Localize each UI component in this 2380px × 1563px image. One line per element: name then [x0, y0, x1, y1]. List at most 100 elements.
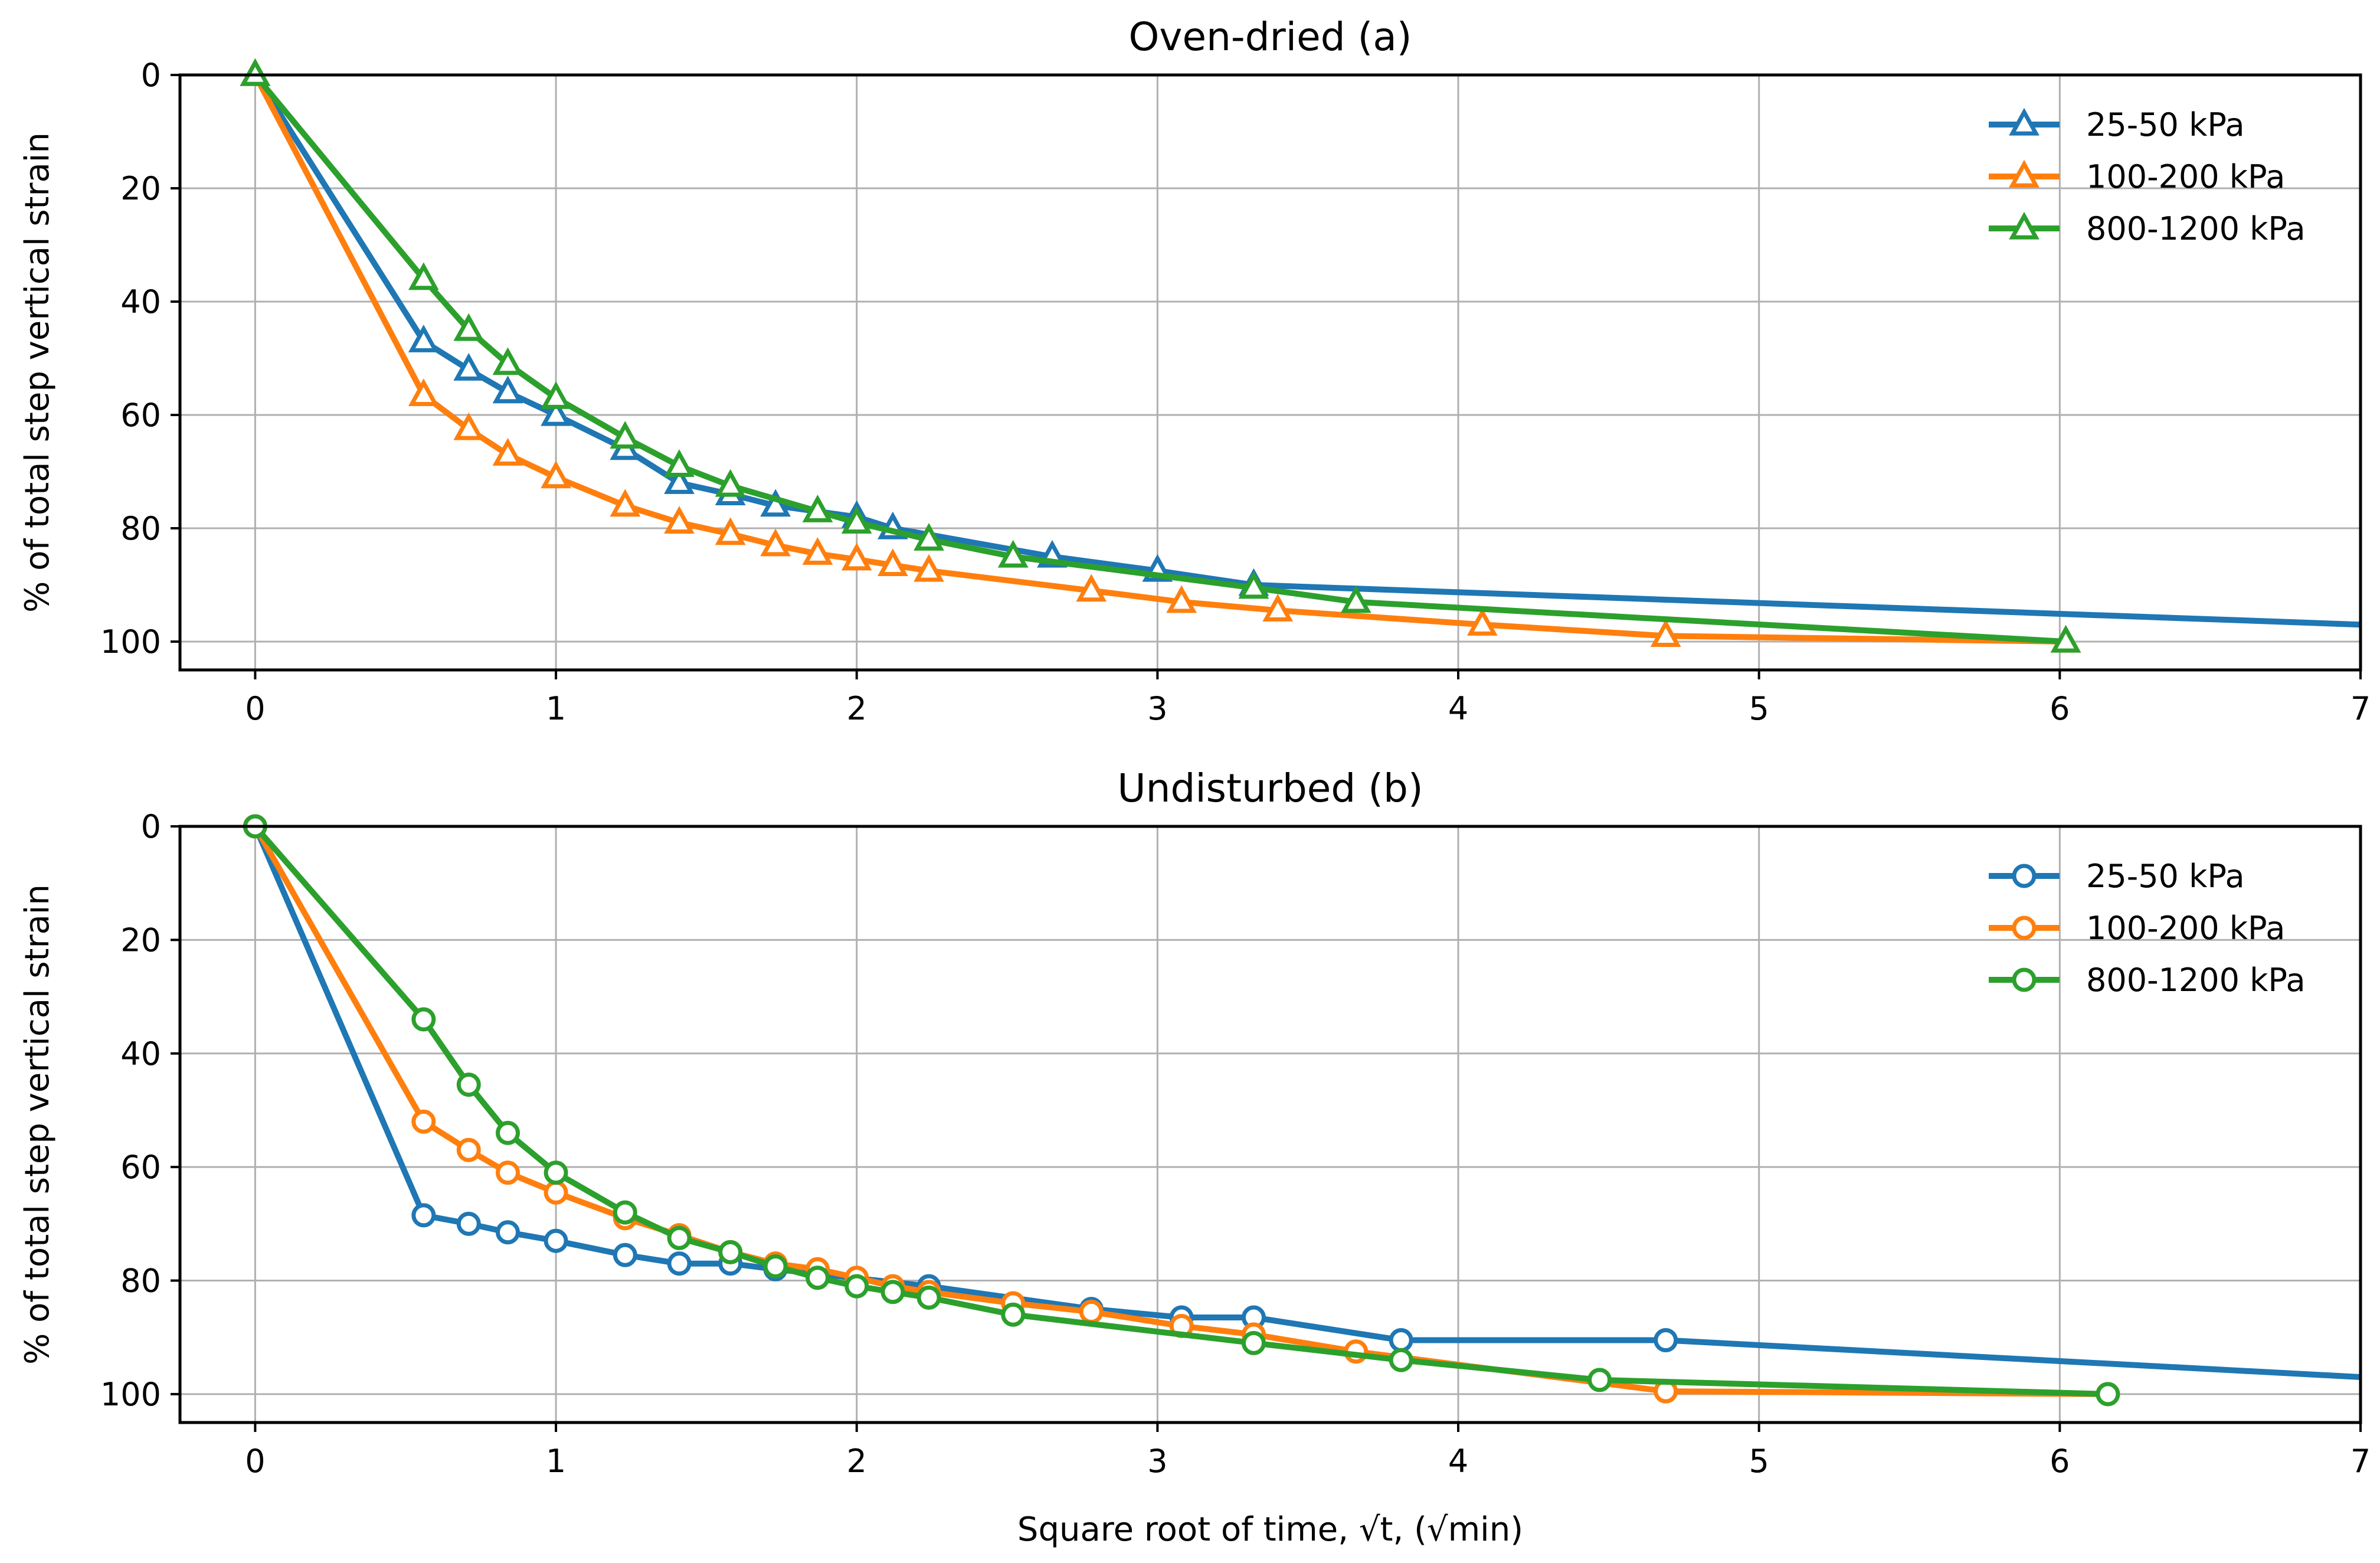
chart-2-series-3-point-12 — [880, 1280, 905, 1304]
chart-2-legend-label-2: 100-200 kPa — [2086, 910, 2285, 947]
chart-2-legend-marker-3 — [2012, 967, 2037, 992]
chart-1-series-1-point-7 — [664, 466, 695, 494]
chart-2-ylabel: % of total step vertical strain — [18, 884, 57, 1365]
chart-2-series-2-point-4 — [496, 1160, 520, 1185]
chart-1-series-2-point-14 — [1076, 574, 1107, 602]
chart-2-legend: 25-50 kPa 100-200 kPa 800-1200 kPa — [1989, 858, 2306, 999]
chart-1-series-2-point-7 — [664, 506, 695, 534]
chart-1-ytick-label: 100 — [100, 623, 161, 660]
chart-2-ytick-label: 80 — [120, 1263, 161, 1300]
chart-1-xtick-label: 1 — [546, 690, 566, 727]
chart-2-series-2-point-5 — [544, 1180, 568, 1205]
chart-1-series-3-point-15 — [2050, 624, 2081, 653]
chart-2-series-1-point-15 — [1654, 1328, 1678, 1353]
chart-2-legend-marker-2 — [2012, 915, 2037, 940]
chart-1-ylabel: % of total step vertical strain — [18, 132, 57, 613]
chart-2-xtick-label: 3 — [1147, 1443, 1167, 1480]
chart-1-series-2-point-8 — [715, 517, 746, 545]
chart-1-title: Oven-dried (a) — [1128, 14, 1412, 60]
chart-1-series-3-point-2 — [408, 262, 439, 290]
chart-2-title: Undisturbed (b) — [1117, 766, 1423, 811]
chart-1-series-2-point-17 — [1466, 607, 1498, 636]
chart-1-series-3-point-8 — [715, 469, 746, 497]
chart-2-ytick-label: 20 — [120, 921, 161, 959]
chart-2-series-3-point-18 — [2096, 1382, 2120, 1407]
chart-1-legend-marker-3 — [2009, 211, 2039, 240]
chart-1-series-1-point-4 — [492, 375, 523, 404]
chart-1-series-2-point-10 — [802, 537, 833, 565]
chart-1-xtick-label: 7 — [2350, 690, 2371, 727]
chart-2-xtick-label: 6 — [2050, 1443, 2070, 1480]
chart-2-series-1-point-3 — [456, 1211, 481, 1236]
chart-1-series-2-line — [252, 75, 2069, 645]
chart-2-series-1-point-7 — [667, 1251, 692, 1276]
chart-1-series-3-point-4 — [492, 347, 523, 375]
chart-1-series-2-point-5 — [541, 460, 571, 489]
chart-2-panel: 0 1 2 3 4 5 6 7 0 20 40 60 80 100 Undisturbed (b) % of … — [18, 766, 2371, 1549]
chart-2-series-1 — [243, 814, 2361, 1380]
chart-2-series-2-point-3 — [456, 1137, 481, 1162]
chart-2-series-3-point-3 — [456, 1072, 481, 1097]
chart-2-series-3-point-8 — [718, 1240, 743, 1264]
chart-1-series-1-point-2 — [408, 324, 439, 352]
chart-1-series-3 — [240, 58, 2081, 653]
chart-2-xtick-label: 1 — [546, 1443, 566, 1480]
chart-2-xtick-label: 7 — [2350, 1443, 2371, 1480]
chart-2-legend-marker-1 — [2012, 864, 2037, 888]
chart-1-series-3-point-11 — [914, 522, 944, 551]
chart-1-series-3-point-6 — [610, 421, 641, 449]
chart-1-axes-frame — [178, 73, 2362, 672]
chart-1-series-2-point-3 — [453, 412, 484, 440]
chart-1-panel: 0 1 2 3 4 5 6 7 0 20 40 60 80 100 Oven-dried (a) % of t… — [18, 14, 2371, 727]
chart-1-ytick-label: 60 — [120, 397, 161, 434]
chart-1-series-2-point-13 — [914, 554, 944, 582]
chart-2-legend-label-3: 800-1200 kPa — [2086, 962, 2306, 999]
chart-1-series-3-point-1 — [240, 58, 271, 86]
chart-2-xtick-label: 0 — [245, 1443, 265, 1480]
chart-1-series-3-point-12 — [997, 539, 1029, 568]
chart-1-series-3-point-3 — [453, 313, 484, 341]
chart-2-series-3-point-16 — [1389, 1348, 1413, 1372]
chart-2-series-3-point-5 — [544, 1160, 568, 1185]
chart-1-xtick-label: 4 — [1448, 690, 1468, 727]
chart-1-series-1-point-9 — [760, 489, 791, 517]
chart-2-axes-frame — [178, 825, 2362, 1424]
chart-2-ytick-label: 100 — [100, 1376, 161, 1413]
chart-2-legend-label-1: 25-50 kPa — [2086, 858, 2245, 895]
chart-1-legend-label-2: 100-200 kPa — [2086, 158, 2285, 195]
chart-1-series-1-point-5 — [541, 398, 571, 426]
chart-1-series-3-point-7 — [664, 449, 695, 478]
chart-1-xtick-label: 0 — [245, 690, 265, 727]
chart-2-xtick-label: 5 — [1749, 1443, 1769, 1480]
chart-2-series-2-point-15 — [1079, 1299, 1104, 1324]
chart-2-series-1-point-2 — [411, 1203, 436, 1228]
chart-1-legend-marker-1 — [2009, 107, 2039, 136]
chart-1-series-3-line — [252, 75, 2069, 645]
chart-1-xtick-label: 3 — [1147, 690, 1167, 727]
chart-2-series-3 — [243, 814, 2120, 1407]
chart-1-ytick-label: 0 — [141, 57, 161, 94]
chart-1-series-3-point-13 — [1238, 571, 1269, 599]
chart-2-series-2-point-2 — [411, 1109, 436, 1134]
chart-2-series-3-point-14 — [1001, 1302, 1026, 1327]
chart-2-ytick-label: 0 — [141, 808, 161, 845]
chart-2-series-3-point-15 — [1241, 1330, 1266, 1355]
chart-2-series-3-point-7 — [667, 1225, 692, 1250]
chart-1-series-3-point-9 — [802, 494, 833, 522]
chart-2-series-3-point-11 — [844, 1274, 869, 1299]
chart-2-xtick-label: 4 — [1448, 1443, 1468, 1480]
chart-1-series-3-point-5 — [541, 381, 571, 409]
chart-1-series-1-line — [252, 75, 2361, 628]
chart-1-ytick-label: 20 — [120, 170, 161, 207]
chart-2-series-2 — [243, 814, 2120, 1407]
chart-1-legend-label-3: 800-1200 kPa — [2086, 210, 2306, 247]
chart-1-xtick-label: 5 — [1749, 690, 1769, 727]
chart-2-series-1-point-5 — [544, 1228, 568, 1253]
chart-1-series-2-point-15 — [1166, 585, 1197, 613]
chart-2-series-1-line — [252, 826, 2361, 1380]
chart-2-series-3-point-2 — [411, 1007, 436, 1032]
chart-2-series-3-point-13 — [916, 1285, 941, 1310]
chart-1-series-1-point-3 — [453, 352, 484, 381]
chart-2-series-3-point-17 — [1587, 1368, 1612, 1392]
